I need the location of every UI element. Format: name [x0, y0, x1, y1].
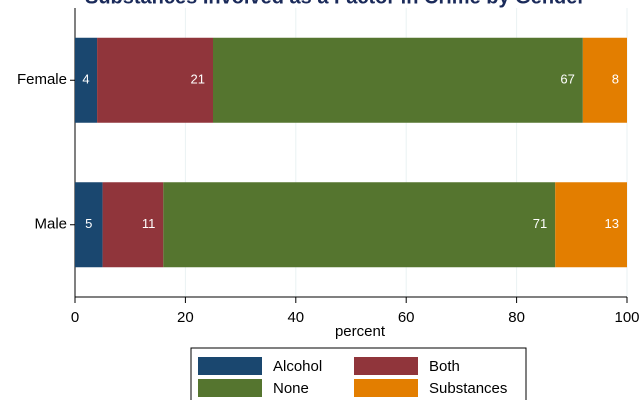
bar-segment [102, 182, 164, 268]
value-label: 71 [533, 216, 547, 231]
legend-label: Both [429, 358, 460, 375]
legend-swatch [198, 379, 262, 397]
x-tick-label: 40 [287, 309, 304, 326]
y-tick-label: Female [17, 71, 67, 88]
legend-swatch [354, 379, 418, 397]
x-tick-label: 80 [508, 309, 525, 326]
bar-segment [163, 182, 556, 268]
legend-swatch [198, 357, 262, 375]
value-label: 67 [560, 72, 574, 87]
legend-label: Substances [429, 380, 507, 397]
value-label: 13 [605, 216, 619, 231]
bar-segment [97, 37, 213, 123]
bar-segment [582, 37, 627, 123]
value-label: 8 [612, 72, 619, 87]
x-tick-label: 20 [177, 309, 194, 326]
legend-label: None [273, 380, 309, 397]
bar-segment [213, 37, 583, 123]
bar-segment [75, 182, 103, 268]
value-label: 11 [142, 216, 156, 231]
x-axis-label: percent [335, 323, 386, 340]
chart-title: Substances Involved as a Factor in Crime… [85, 0, 585, 8]
x-tick-label: 60 [398, 309, 415, 326]
y-tick-label: Male [34, 216, 67, 233]
value-label: 21 [191, 72, 205, 87]
x-tick-label: 0 [71, 309, 79, 326]
legend-swatch [354, 357, 418, 375]
value-label: 5 [85, 216, 92, 231]
bar-segment [555, 182, 627, 268]
legend-label: Alcohol [273, 358, 322, 375]
x-tick-label: 100 [614, 309, 639, 326]
bar-segment [75, 37, 98, 123]
value-label: 4 [82, 72, 89, 87]
